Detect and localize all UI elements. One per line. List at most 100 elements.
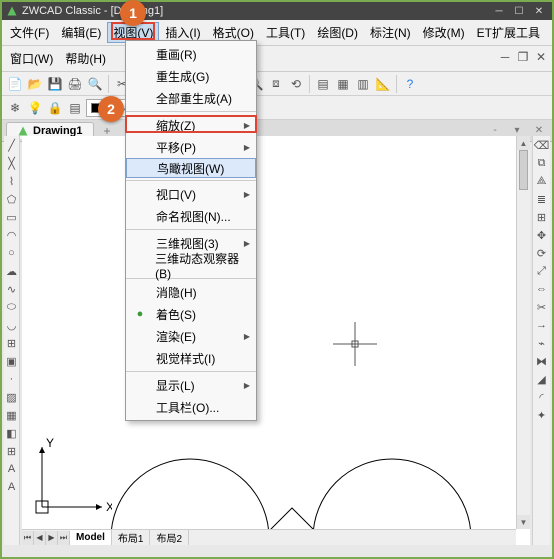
next-tab-icon[interactable]: ▶ — [46, 531, 58, 545]
menu-8[interactable]: 修改(M) — [417, 22, 471, 43]
extend-icon[interactable]: → — [535, 318, 549, 332]
preview-icon[interactable]: 🔍 — [86, 75, 104, 93]
menu-item[interactable]: 重画(R) — [126, 43, 256, 65]
fillet-icon[interactable]: ◜ — [535, 390, 549, 404]
calc-icon[interactable]: 📐 — [374, 75, 392, 93]
menu-item[interactable]: 鸟瞰视图(W) — [126, 158, 256, 178]
rotate-icon[interactable]: ⟳ — [535, 246, 549, 260]
table-icon[interactable]: ⊞ — [5, 444, 19, 458]
open-icon[interactable]: 📂 — [26, 75, 44, 93]
drawing-area[interactable]: X Y ▲ ▼ ⏮ ◀ ▶ ⏭ Model 布局1 布局2 — [22, 136, 530, 545]
menu2-item[interactable]: 帮助(H) — [59, 48, 112, 69]
menu-item-label: 重画(R) — [156, 46, 197, 63]
menu-item[interactable]: 全部重生成(A) — [126, 87, 256, 109]
mdi-minimize-icon[interactable]: ─ — [496, 48, 514, 66]
layer-states-icon[interactable]: 🔒 — [46, 99, 64, 117]
maximize-button[interactable]: ☐ — [510, 4, 528, 18]
explode-icon[interactable]: ✦ — [535, 408, 549, 422]
circle-icon[interactable]: ○ — [5, 246, 19, 260]
scale-icon[interactable]: ⤢ — [535, 264, 549, 278]
break-icon[interactable]: ⌁ — [535, 336, 549, 350]
scroll-down-icon[interactable]: ▼ — [517, 515, 530, 529]
revcloud-icon[interactable]: ☁ — [5, 264, 19, 278]
erase-icon[interactable]: ⌫ — [535, 138, 549, 152]
menu-item[interactable]: 命名视图(N)... — [126, 205, 256, 227]
offset-icon[interactable]: ≣ — [535, 192, 549, 206]
submenu-arrow-icon: ▶ — [244, 332, 250, 341]
array-icon[interactable]: ⊞ — [535, 210, 549, 224]
print-icon[interactable]: 🖨 — [66, 75, 84, 93]
polyline-icon[interactable]: ⌇ — [5, 174, 19, 188]
trim-icon[interactable]: ✂ — [535, 300, 549, 314]
join-icon[interactable]: ⧓ — [535, 354, 549, 368]
menu-7[interactable]: 标注(N) — [364, 22, 417, 43]
menu-item[interactable]: 视觉样式(I) — [126, 347, 256, 369]
insert-icon[interactable]: ⊞ — [5, 336, 19, 350]
menu-item[interactable]: 工具栏(O)... — [126, 396, 256, 418]
mdi-restore-icon[interactable]: ❐ — [514, 48, 532, 66]
last-tab-icon[interactable]: ⏭ — [58, 531, 70, 545]
polygon-icon[interactable]: ⬠ — [5, 192, 19, 206]
point-icon[interactable]: · — [5, 372, 19, 386]
new-icon[interactable]: 📄 — [6, 75, 24, 93]
props-icon[interactable]: ▤ — [314, 75, 332, 93]
zoom-window-icon[interactable]: ⧈ — [267, 75, 285, 93]
scroll-up-icon[interactable]: ▲ — [517, 136, 530, 150]
move-icon[interactable]: ✥ — [535, 228, 549, 242]
menu-item[interactable]: 显示(L)▶ — [126, 374, 256, 396]
first-tab-icon[interactable]: ⏮ — [22, 531, 34, 545]
gradient-icon[interactable]: ▦ — [5, 408, 19, 422]
block-icon[interactable]: ▣ — [5, 354, 19, 368]
mtext2-icon[interactable]: A — [5, 480, 19, 494]
save-icon[interactable]: 💾 — [46, 75, 64, 93]
menu-item[interactable]: 重生成(G) — [126, 65, 256, 87]
line-icon[interactable]: ╱ — [5, 138, 19, 152]
chamfer-icon[interactable]: ◢ — [535, 372, 549, 386]
arc-icon[interactable]: ◠ — [5, 228, 19, 242]
prev-tab-icon[interactable]: ◀ — [34, 531, 46, 545]
menu-item[interactable]: 三维动态观察器(B) — [126, 254, 256, 276]
spline-icon[interactable]: ∿ — [5, 282, 19, 296]
app-logo-icon — [6, 5, 18, 17]
xline-icon[interactable]: ╳ — [5, 156, 19, 170]
layout-tab[interactable]: 布局1 — [112, 530, 151, 545]
separator — [309, 75, 310, 93]
menu-9[interactable]: ET扩展工具 — [471, 22, 546, 43]
region-icon[interactable]: ◧ — [5, 426, 19, 440]
minimize-button[interactable]: ─ — [490, 4, 508, 18]
menu-item[interactable]: 视口(V)▶ — [126, 183, 256, 205]
model-tab[interactable]: Model — [70, 530, 112, 545]
menu-item[interactable]: 缩放(Z)▶ — [126, 114, 256, 136]
menu-item-label: 着色(S) — [156, 306, 196, 323]
menu-0[interactable]: 文件(F) — [4, 22, 55, 43]
menu-item-label: 全部重生成(A) — [156, 90, 232, 107]
copy-obj-icon[interactable]: ⧉ — [535, 156, 549, 170]
rectangle-icon[interactable]: ▭ — [5, 210, 19, 224]
layer-list-icon[interactable]: ▤ — [66, 99, 84, 117]
hatch-icon[interactable]: ▨ — [5, 390, 19, 404]
menu-item[interactable]: 平移(P)▶ — [126, 136, 256, 158]
menu-item[interactable]: ●着色(S) — [126, 303, 256, 325]
menu-6[interactable]: 绘图(D) — [311, 22, 364, 43]
bulb-icon[interactable]: 💡 — [26, 99, 44, 117]
menu2-item[interactable]: 窗口(W) — [4, 48, 59, 69]
mirror-icon[interactable]: ⟁ — [535, 174, 549, 188]
tool-palettes-icon[interactable]: ▥ — [354, 75, 372, 93]
menu-5[interactable]: 工具(T) — [260, 22, 311, 43]
menu-item[interactable]: 渲染(E)▶ — [126, 325, 256, 347]
menu-1[interactable]: 编辑(E) — [55, 22, 107, 43]
ellipse-arc-icon[interactable]: ◡ — [5, 318, 19, 332]
ellipse-icon[interactable]: ⬭ — [5, 300, 19, 314]
vertical-scrollbar[interactable]: ▲ ▼ — [516, 136, 530, 529]
help-icon[interactable]: ? — [401, 75, 419, 93]
mdi-close-icon[interactable]: ✕ — [532, 48, 550, 66]
zoom-prev-icon[interactable]: ⟲ — [287, 75, 305, 93]
scroll-thumb[interactable] — [519, 150, 528, 190]
stretch-icon[interactable]: ⇔ — [535, 282, 549, 296]
design-center-icon[interactable]: ▦ — [334, 75, 352, 93]
mtext-icon[interactable]: A — [5, 462, 19, 476]
layer-icon[interactable]: ❄ — [6, 99, 24, 117]
menu-item[interactable]: 消隐(H) — [126, 281, 256, 303]
layout-tab[interactable]: 布局2 — [150, 530, 189, 545]
close-button[interactable]: ✕ — [530, 4, 548, 18]
